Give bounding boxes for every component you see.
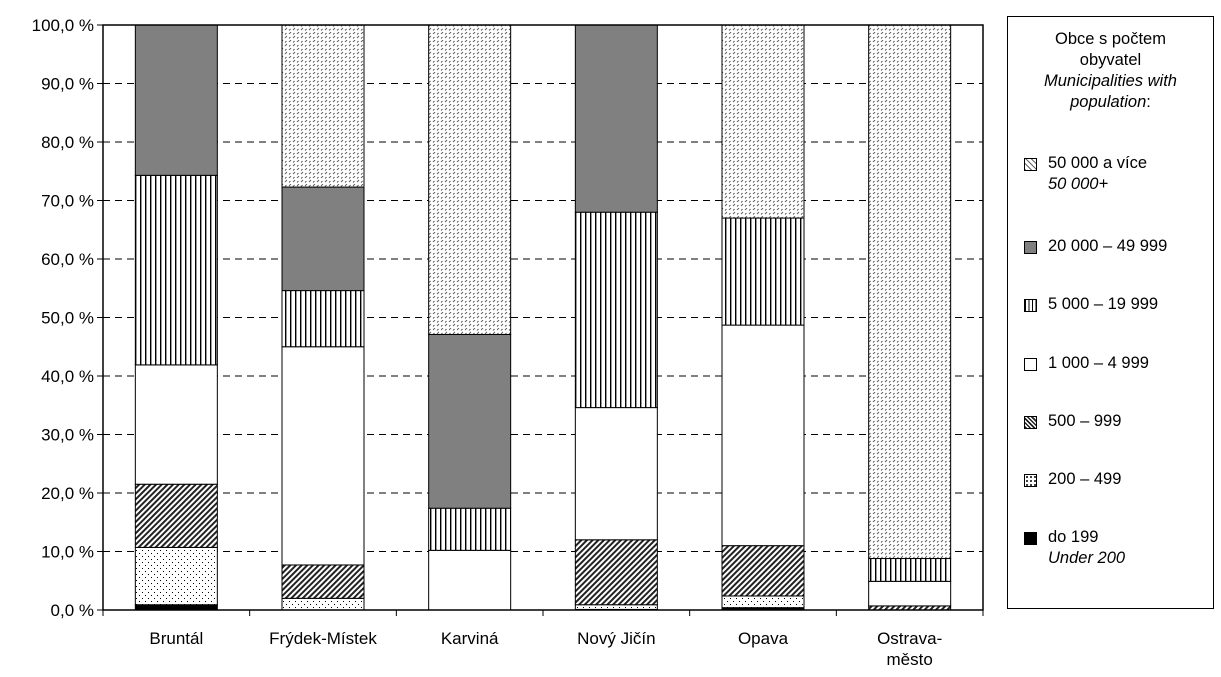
bar-segment-1-000-4-999: [134, 364, 218, 485]
legend-title-en-line-1: Municipalities with: [1044, 72, 1177, 90]
x-category-label: Nový Jičín: [577, 629, 655, 648]
bar-segment-20-000-49-999: [428, 333, 512, 509]
legend-label: 500 – 999: [1048, 411, 1121, 432]
legend-swatch: [1024, 299, 1037, 312]
bar-segment-1-000-4-999: [574, 407, 658, 541]
legend-label: 5 000 – 19 999: [1048, 294, 1158, 315]
bar-segment-5-000-19-999: [134, 174, 218, 366]
legend-title: Obce s počtem obyvatel Municipalities wi…: [1008, 17, 1213, 113]
legend-label-cz: 500 – 999: [1048, 412, 1122, 430]
legend-swatch: [1024, 358, 1037, 371]
legend-swatch: [1024, 532, 1037, 545]
legend-entry-50-000-a-vice: 50 000 a více 50 000+: [1024, 153, 1147, 195]
legend-swatch: [1024, 241, 1037, 254]
bar-stack-ostrava-mesto: [868, 24, 952, 611]
bar-segment-20-000-49-999: [574, 24, 658, 213]
legend-label: 20 000 – 49 999: [1048, 236, 1167, 257]
y-tick-label: 70,0 %: [41, 192, 94, 211]
axes: [97, 24, 984, 616]
bars: [134, 24, 952, 611]
bar-segment-50-000-a-vice: [281, 24, 365, 188]
legend-entry-do-199: do 199 Under 200: [1024, 527, 1125, 569]
legend-label-cz: do 199: [1048, 528, 1099, 546]
y-tick-label: 80,0 %: [41, 133, 94, 152]
bar-segment-1-000-4-999: [868, 580, 952, 607]
x-category-label: Opava: [738, 629, 789, 648]
x-category-label: Ostrava-: [877, 629, 942, 648]
bar-segment-50-000-a-vice: [428, 24, 512, 335]
legend-label: 200 – 499: [1048, 469, 1121, 490]
y-tick-label: 20,0 %: [41, 484, 94, 503]
y-tick-label: 0,0 %: [51, 601, 94, 620]
bar-segment-200-499: [134, 546, 218, 606]
bar-segment-1-000-4-999: [721, 324, 805, 547]
bar-segment-1-000-4-999: [428, 549, 512, 611]
legend-label: 1 000 – 4 999: [1048, 353, 1149, 374]
y-tick-label: 90,0 %: [41, 75, 94, 94]
legend-title-en-line-2: population: [1070, 93, 1147, 111]
x-axis-category-labels: Bruntál Frýdek-Místek Karviná Nový Jičín Opa…: [149, 629, 942, 669]
x-category-label: Frýdek-Místek: [269, 629, 377, 648]
bar-segment-200-499: [721, 595, 805, 609]
legend-entry-1-000-4-999: 1 000 – 4 999: [1024, 353, 1149, 374]
legend-label-cz: 200 – 499: [1048, 470, 1122, 488]
legend-label: do 199 Under 200: [1048, 527, 1125, 569]
y-tick-label: 30,0 %: [41, 426, 94, 445]
legend-label: 50 000 a více 50 000+: [1048, 153, 1147, 195]
bar-stack-novy-jicin: [574, 24, 658, 611]
legend-entry-200-499: 200 – 499: [1024, 469, 1121, 490]
bar-segment-5-000-19-999: [281, 290, 365, 348]
bar-stack-frydek-mistek: [281, 24, 365, 611]
legend-entry-20-000-49-999: 20 000 – 49 999: [1024, 236, 1167, 257]
legend-label-en: 50 000+: [1048, 175, 1109, 193]
bar-segment-50-000-a-vice: [721, 24, 805, 219]
legend-title-colon: :: [1146, 93, 1151, 111]
plot-area-border: [102, 24, 984, 611]
legend-swatch: [1024, 158, 1037, 171]
y-tick-label: 60,0 %: [41, 250, 94, 269]
y-tick-label: 10,0 %: [41, 543, 94, 562]
legend-title-line-1: Obce s počtem: [1055, 30, 1166, 48]
bar-segment-500-999: [574, 539, 658, 606]
bar-segment-5-000-19-999: [868, 558, 952, 582]
legend-entry-5-000-19-999: 5 000 – 19 999: [1024, 294, 1158, 315]
bar-segment-5-000-19-999: [428, 507, 512, 551]
bar-segment-20-000-49-999: [134, 24, 218, 176]
legend-title-line-2: obyvatel: [1079, 51, 1142, 69]
bar-segment-20-000-49-999: [281, 186, 365, 292]
bar-segment-1-000-4-999: [281, 346, 365, 566]
legend-label-en: Under 200: [1048, 549, 1126, 567]
bar-segment-200-499: [281, 597, 365, 611]
bar-stack-karvina: [428, 24, 512, 611]
bar-segment-500-999: [721, 545, 805, 597]
y-tick-label: 100,0 %: [32, 16, 94, 35]
bar-segment-5-000-19-999: [574, 211, 658, 409]
x-category-label: Karviná: [441, 629, 499, 648]
legend-swatch: [1024, 416, 1037, 429]
bar-stack-bruntal: [134, 24, 218, 611]
bar-segment-5-000-19-999: [721, 217, 805, 326]
legend-swatch: [1024, 474, 1037, 487]
bar-segment-200-499: [574, 604, 658, 610]
bar-segment-50-000-a-vice: [868, 24, 952, 560]
legend-label-cz: 50 000 a více: [1048, 154, 1148, 172]
bar-segment-500-999: [281, 564, 365, 599]
grid-lines: [103, 83, 983, 552]
x-category-label: město: [887, 650, 933, 669]
y-tick-label: 50,0 %: [41, 309, 94, 328]
y-tick-label: 40,0 %: [41, 367, 94, 386]
y-axis-tick-labels: 0,0 % 10,0 % 20,0 % 30,0 % 40,0 % 50,0 % 60,0 …: [32, 16, 94, 620]
legend: Obce s počtem obyvatel Municipalities wi…: [1007, 16, 1214, 609]
legend-label-cz: 20 000 – 49 999: [1048, 237, 1168, 255]
x-category-label: Bruntál: [149, 629, 203, 648]
legend-label-cz: 5 000 – 19 999: [1048, 295, 1159, 313]
bar-stack-opava: [721, 24, 805, 611]
legend-entry-500-999: 500 – 999: [1024, 411, 1121, 432]
bar-segment-500-999: [134, 483, 218, 548]
bar-segment-do-199: [134, 604, 218, 611]
legend-label-cz: 1 000 – 4 999: [1048, 354, 1149, 372]
